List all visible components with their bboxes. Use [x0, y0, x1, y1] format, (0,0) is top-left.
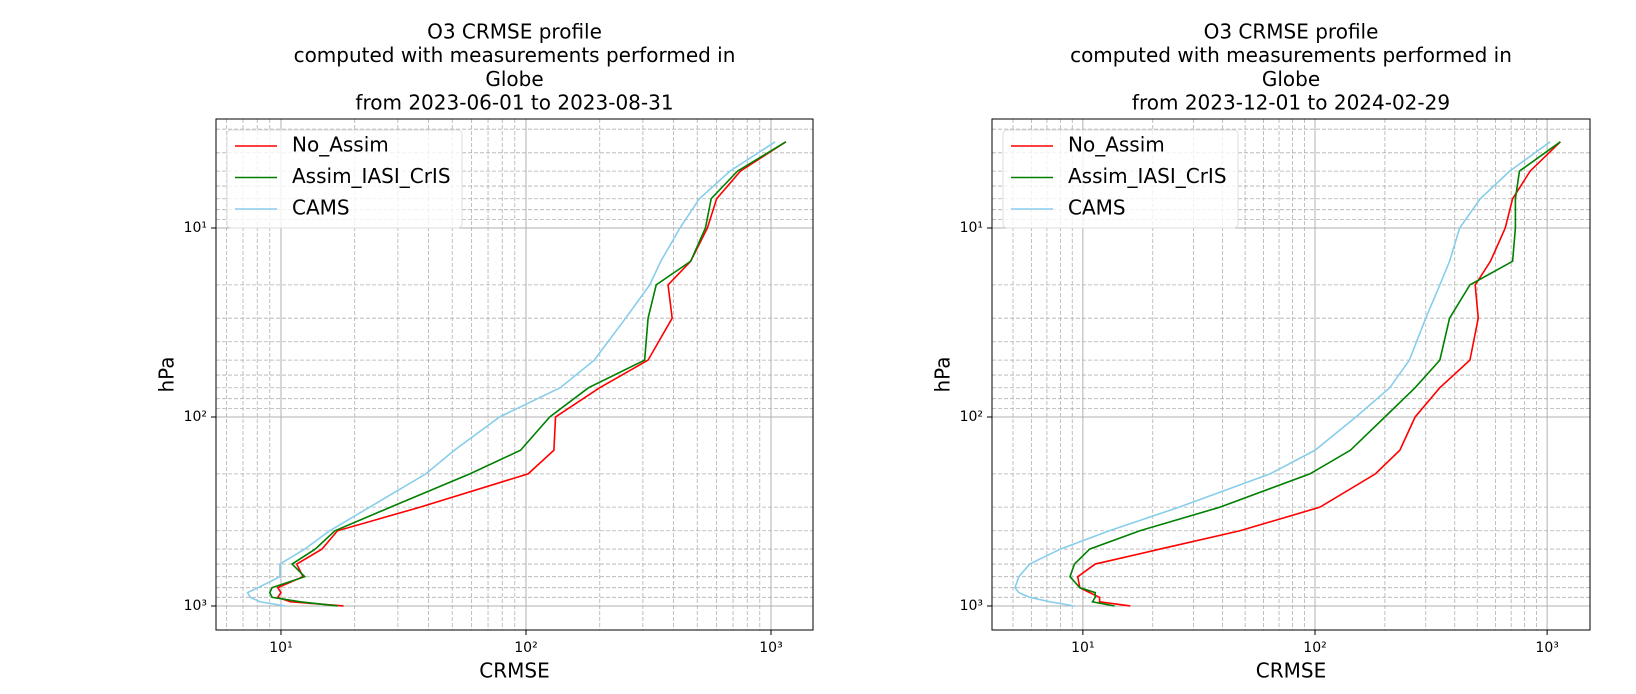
legend-label: Assim_IASI_CrIS — [1068, 164, 1227, 188]
axes-frame — [991, 118, 1591, 631]
x-axis-label: CRMSE — [479, 659, 549, 683]
y-axis-label: hPa — [155, 356, 179, 392]
y-tick-label: 10¹ — [184, 220, 207, 236]
legend-label: Assim_IASI_CrIS — [292, 164, 451, 188]
y-tick-label: 10² — [960, 409, 983, 425]
series-line — [268, 141, 787, 607]
chart-title: O3 CRMSE profile — [427, 20, 602, 44]
chart-title: from 2023-06-01 to 2023-08-31 — [355, 91, 673, 115]
y-axis-label: hPa — [931, 356, 955, 392]
series-line — [1069, 141, 1561, 607]
plot-area — [1014, 141, 1561, 607]
chart-title: O3 CRMSE profile — [1204, 20, 1379, 44]
chart-title: Globe — [485, 67, 543, 91]
chart-title: from 2023-12-01 to 2024-02-29 — [1132, 91, 1450, 115]
x-axis-label: CRMSE — [1256, 659, 1326, 683]
chart-title: Globe — [1262, 67, 1320, 91]
x-tick-label: 10¹ — [269, 640, 292, 656]
y-tick-label: 10¹ — [960, 220, 983, 236]
x-tick-label: 10³ — [759, 640, 782, 656]
legend-box — [226, 129, 463, 229]
legend-label: No_Assim — [1068, 133, 1165, 157]
plot-area — [246, 141, 787, 607]
legend-label: CAMS — [1068, 196, 1126, 220]
x-tick-label: 10² — [1303, 640, 1326, 656]
series-line — [246, 141, 776, 607]
legend-label: CAMS — [292, 196, 350, 220]
series-line — [276, 141, 787, 607]
chart-title: computed with measurements performed in — [1070, 43, 1512, 67]
series-line — [1014, 141, 1551, 607]
axes-frame — [215, 118, 814, 631]
x-tick-label: 10² — [514, 640, 537, 656]
chart-title: computed with measurements performed in — [294, 43, 736, 67]
y-tick-label: 10³ — [184, 598, 207, 614]
legend-box — [1002, 129, 1239, 229]
x-tick-label: 10¹ — [1071, 640, 1094, 656]
x-tick-label: 10³ — [1535, 640, 1558, 656]
y-tick-label: 10³ — [960, 598, 983, 614]
legend-label: No_Assim — [292, 133, 389, 157]
series-line — [1076, 141, 1561, 607]
y-tick-label: 10² — [184, 409, 207, 425]
